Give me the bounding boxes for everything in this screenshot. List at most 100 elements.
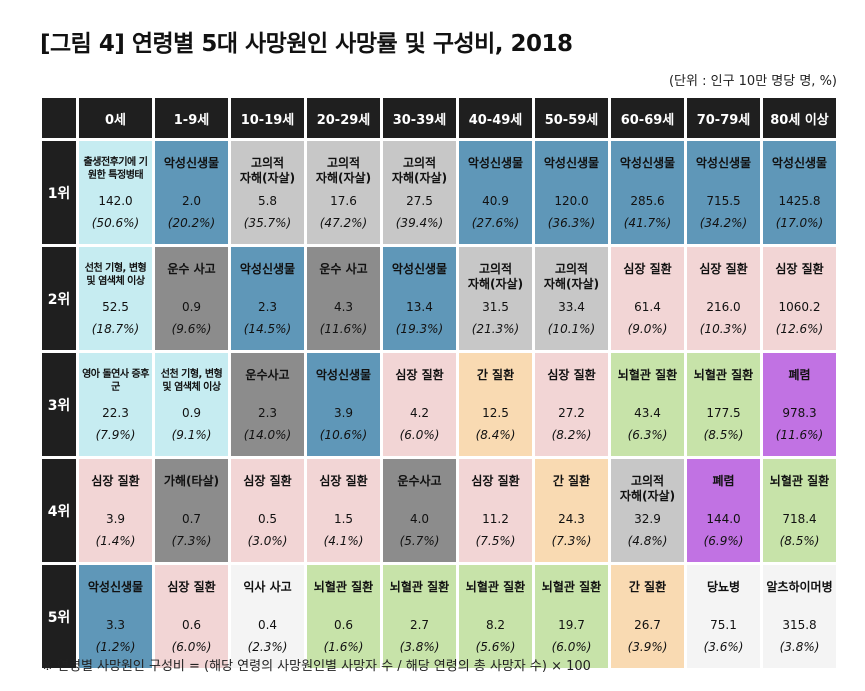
rank-row: 2위 선천 기형, 변형 및 염색체 이상 52.5 (18.7%) 운수 사고 0.9 (…: [42, 244, 839, 350]
death-rate: 61.4: [634, 299, 661, 314]
composition-percent: (17.0%): [775, 215, 824, 230]
cause-name: 악성신생물: [771, 155, 828, 170]
death-rate: 13.4: [406, 299, 433, 314]
composition-percent: (36.3%): [547, 215, 596, 230]
cause-name: 악성신생물: [315, 367, 372, 382]
cause-name: 뇌혈관 질환: [693, 367, 754, 382]
cause-name: 심장 질환: [243, 473, 292, 488]
cause-cell: 폐렴 144.0 (6.9%): [687, 456, 763, 562]
unit-note: (단위 : 인구 10만 명당 명, %): [668, 74, 837, 89]
cause-name: 선천 기형, 변형 및 염색체 이상: [160, 368, 223, 393]
cause-cell: 익사 사고 0.4 (2.3%): [231, 562, 307, 668]
composition-percent: (4.8%): [627, 533, 668, 548]
cause-name: 악성신생물: [619, 155, 676, 170]
composition-percent: (10.6%): [319, 427, 368, 442]
cause-name: 고의적 자해(자살): [467, 261, 524, 291]
rank-row: 3위 영아 돌연사 증후군 22.3 (7.9%) 선천 기형, 변형 및 염색체 이상…: [42, 350, 839, 456]
composition-percent: (14.5%): [243, 321, 292, 336]
cause-cell: 악성신생물 2.3 (14.5%): [231, 244, 307, 350]
composition-percent: (3.0%): [247, 533, 288, 548]
cause-cell: 알츠하이머병 315.8 (3.8%): [763, 562, 839, 668]
cause-cell: 폐렴 978.3 (11.6%): [763, 350, 839, 456]
composition-percent: (34.2%): [699, 215, 748, 230]
cause-cell: 뇌혈관 질환 177.5 (8.5%): [687, 350, 763, 456]
cause-name: 심장 질환: [699, 261, 748, 276]
death-rate: 8.2: [485, 617, 506, 632]
death-rate: 33.4: [558, 299, 585, 314]
cause-name: 심장 질환: [623, 261, 672, 276]
composition-percent: (6.0%): [399, 427, 440, 442]
composition-percent: (5.6%): [475, 639, 516, 654]
cause-name: 고의적 자해(자살): [239, 155, 296, 185]
cause-name: 고의적 자해(자살): [619, 473, 676, 503]
composition-percent: (41.7%): [623, 215, 672, 230]
cause-cell: 뇌혈관 질환 19.7 (6.0%): [535, 562, 611, 668]
cause-name: 출생전후기에 기원한 특정병태: [83, 156, 148, 181]
death-rate: 4.3: [333, 299, 354, 314]
cause-name: 폐렴: [788, 367, 811, 382]
footnote: ※ 연령별 사망원인 구성비 = (해당 연령의 사망원인별 사망자 수 / 해…: [42, 659, 591, 674]
composition-percent: (47.2%): [319, 215, 368, 230]
death-rate: 978.3: [782, 405, 817, 420]
corner-cell: [42, 98, 79, 138]
age-group-header: 0세: [79, 98, 155, 138]
cause-name: 뇌혈관 질환: [769, 473, 830, 488]
cause-name: 고의적 자해(자살): [315, 155, 372, 185]
age-group-header: 20-29세: [307, 98, 383, 138]
cause-cell: 악성신생물 120.0 (36.3%): [535, 138, 611, 244]
cause-name: 뇌혈관 질환: [389, 579, 450, 594]
death-rate: 1060.2: [778, 299, 821, 314]
composition-percent: (10.3%): [699, 321, 748, 336]
composition-percent: (1.2%): [95, 639, 136, 654]
cause-name: 악성신생물: [543, 155, 600, 170]
composition-percent: (21.3%): [471, 321, 520, 336]
header-row: 0세 1-9세 10-19세 20-29세 30-39세 40-49세 50-59세 60-6…: [42, 98, 839, 138]
cause-name: 뇌혈관 질환: [541, 579, 602, 594]
cause-cell: 심장 질환 27.2 (8.2%): [535, 350, 611, 456]
rank-label: 4위: [42, 456, 79, 562]
cause-cell: 당뇨병 75.1 (3.6%): [687, 562, 763, 668]
cause-name: 폐렴: [712, 473, 735, 488]
cause-name: 악성신생물: [239, 261, 296, 276]
composition-percent: (7.5%): [475, 533, 516, 548]
cause-name: 익사 사고: [243, 579, 292, 594]
cause-cell: 운수 사고 4.3 (11.6%): [307, 244, 383, 350]
composition-percent: (7.3%): [171, 533, 212, 548]
composition-percent: (12.6%): [775, 321, 824, 336]
cause-name: 당뇨병: [706, 579, 741, 594]
cause-cell: 고의적 자해(자살) 27.5 (39.4%): [383, 138, 459, 244]
death-rate: 0.9: [181, 405, 202, 420]
composition-percent: (8.4%): [475, 427, 516, 442]
composition-percent: (19.3%): [395, 321, 444, 336]
death-rate: 27.5: [406, 193, 433, 208]
cause-cell: 악성신생물 40.9 (27.6%): [459, 138, 535, 244]
composition-percent: (18.7%): [91, 321, 140, 336]
death-rate: 144.0: [706, 511, 741, 526]
cause-name: 심장 질환: [395, 367, 444, 382]
cause-cell: 선천 기형, 변형 및 염색체 이상 52.5 (18.7%): [79, 244, 155, 350]
cause-cell: 심장 질환 0.5 (3.0%): [231, 456, 307, 562]
death-rate: 27.2: [558, 405, 585, 420]
death-rate: 2.3: [257, 405, 278, 420]
cause-cell: 심장 질환 3.9 (1.4%): [79, 456, 155, 562]
death-rate: 40.9: [482, 193, 509, 208]
composition-percent: (50.6%): [91, 215, 140, 230]
death-rate: 315.8: [782, 617, 817, 632]
cause-name: 악성신생물: [391, 261, 448, 276]
cause-cell: 영아 돌연사 증후군 22.3 (7.9%): [79, 350, 155, 456]
death-rate: 32.9: [634, 511, 661, 526]
mortality-table: 0세 1-9세 10-19세 20-29세 30-39세 40-49세 50-59세 60-6…: [42, 98, 839, 668]
death-rate: 43.4: [634, 405, 661, 420]
cause-cell: 악성신생물 285.6 (41.7%): [611, 138, 687, 244]
death-rate: 4.2: [409, 405, 430, 420]
death-rate: 24.3: [558, 511, 585, 526]
cause-cell: 선천 기형, 변형 및 염색체 이상 0.9 (9.1%): [155, 350, 231, 456]
composition-percent: (5.7%): [399, 533, 440, 548]
figure-title: [그림 4] 연령별 5대 사망원인 사망률 및 구성비, 2018: [40, 31, 573, 57]
cause-name: 고의적 자해(자살): [391, 155, 448, 185]
cause-cell: 운수 사고 0.9 (9.6%): [155, 244, 231, 350]
death-rate: 718.4: [782, 511, 817, 526]
composition-percent: (7.3%): [551, 533, 592, 548]
composition-percent: (35.7%): [243, 215, 292, 230]
cause-name: 악성신생물: [87, 579, 144, 594]
